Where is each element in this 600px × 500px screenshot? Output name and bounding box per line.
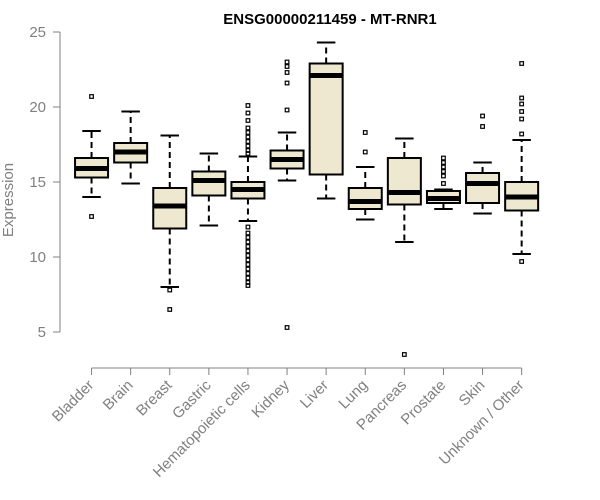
outlier-point [519,259,525,264]
outlier-point [245,151,251,156]
outlier-point [245,253,251,258]
outlier-point [245,103,251,108]
x-tick-label: Lung [335,377,371,413]
x-tick-label: Bladder [49,377,98,426]
outlier-point [284,107,290,113]
outlier-point [480,113,485,119]
outlier-point [245,130,251,135]
outlier-point [441,173,446,179]
box-group [191,152,227,227]
x-tick-label: Brain [100,377,137,414]
y-tick-label: 5 [38,324,46,341]
outlier-point [441,160,446,165]
box-group [113,110,149,185]
chart-title: ENSG00000211459 - MT-RNR1 [223,11,436,28]
outlier-point [89,214,94,219]
outlier-point [519,61,525,66]
outlier-point [284,80,290,86]
outlier-point [362,130,368,135]
outlier-point [401,352,407,357]
box-group [74,94,110,219]
outlier-point [245,139,251,144]
box-group [504,61,540,264]
outlier-point [519,95,525,101]
outlier-point [245,224,251,230]
outlier-point [245,143,251,149]
outlier-point [245,148,251,153]
outlier-point [245,125,251,131]
box-group [269,59,305,330]
outlier-point [89,94,94,99]
box-group [347,130,383,221]
outlier-point [167,307,173,312]
outlier-point [245,134,251,140]
outlier-point [245,283,251,288]
outlier-point [245,230,251,236]
outlier-point [245,257,251,263]
outlier-point [245,118,251,123]
x-tick-label: Kidney [248,376,293,421]
outlier-point [245,271,251,276]
outlier-point [245,280,251,285]
outlier-point [284,59,290,65]
box-group [386,137,422,357]
iqr-box [347,187,383,210]
outlier-point [245,235,251,240]
outlier-point [284,325,290,330]
outlier-point [245,262,251,267]
outlier-point [245,110,251,116]
iqr-box [465,172,501,204]
y-tick-label: 25 [29,24,46,41]
y-tick-label: 20 [29,99,46,116]
box-group [465,113,501,215]
outlier-point [519,131,525,137]
iqr-box [308,62,344,176]
outlier-point [245,275,251,281]
iqr-box [191,170,227,197]
y-axis: 5 10 15 20 25 [29,24,61,341]
y-tick-label: 15 [29,174,46,191]
outlier-point [519,116,525,122]
outlier-point [245,244,251,249]
outlier-point [245,239,251,245]
outlier-point [362,149,368,155]
box-group [308,41,344,200]
outlier-point [245,248,251,254]
y-axis-label: Expression [0,163,17,237]
box-group [425,155,461,210]
y-tick-label: 10 [29,249,46,266]
outlier-point [167,287,173,293]
box-group [152,134,188,312]
outlier-point [284,70,290,75]
outlier-point [441,164,446,170]
outlier-point [245,266,251,272]
outlier-point [480,124,485,129]
x-tick-label: Skin [456,377,489,410]
iqr-box [386,157,422,206]
outlier-point [519,109,525,114]
outlier-point [441,155,446,161]
outlier-point [441,169,446,174]
box-group [230,103,266,288]
outlier-point [519,101,525,107]
outlier-point [441,181,446,186]
outlier-point [284,64,290,69]
plot-area [74,41,540,357]
x-tick-label: Breast [133,376,176,419]
x-tick-label: Liver [297,377,332,412]
